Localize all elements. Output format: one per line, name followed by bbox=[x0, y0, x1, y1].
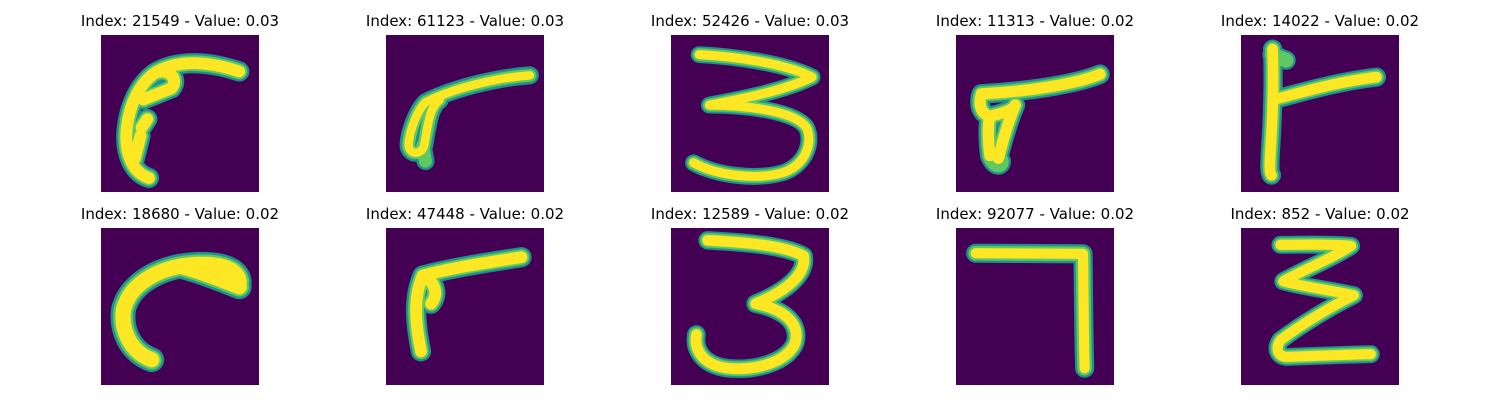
digit-image bbox=[671, 35, 829, 192]
digit-stroke bbox=[1260, 39, 1387, 185]
image-panel: Index: 852 - Value: 0.02 bbox=[1210, 193, 1430, 385]
digit-image bbox=[386, 35, 544, 192]
image-panel: Index: 12589 - Value: 0.02 bbox=[640, 193, 860, 385]
panel-title: Index: 12589 - Value: 0.02 bbox=[650, 205, 850, 223]
digit-image bbox=[1241, 35, 1399, 192]
panel-title: Index: 852 - Value: 0.02 bbox=[1230, 205, 1410, 223]
digit-image bbox=[956, 35, 1114, 192]
digit-image bbox=[671, 228, 829, 385]
image-panel: Index: 61123 - Value: 0.03 bbox=[355, 0, 575, 192]
digit-stroke bbox=[966, 243, 1095, 378]
digit-image bbox=[1241, 228, 1399, 385]
digit-stroke bbox=[1268, 235, 1380, 366]
image-panel: Index: 21549 - Value: 0.03 bbox=[70, 0, 290, 192]
digit-stroke bbox=[686, 231, 814, 378]
image-panel: Index: 52426 - Value: 0.03 bbox=[640, 0, 860, 192]
digit-stroke bbox=[399, 66, 539, 171]
panel-title: Index: 18680 - Value: 0.02 bbox=[80, 205, 280, 223]
digit-stroke bbox=[110, 251, 252, 373]
panel-title: Index: 47448 - Value: 0.02 bbox=[365, 205, 565, 223]
image-panel: Index: 11313 - Value: 0.02 bbox=[925, 0, 1145, 192]
image-panel: Index: 18680 - Value: 0.02 bbox=[70, 193, 290, 385]
digit-image bbox=[101, 35, 259, 192]
digit-stroke bbox=[116, 53, 250, 189]
panel-title: Index: 52426 - Value: 0.03 bbox=[650, 12, 850, 30]
panel-title: Index: 61123 - Value: 0.03 bbox=[365, 12, 565, 30]
panel-title: Index: 14022 - Value: 0.02 bbox=[1220, 12, 1420, 30]
panel-title: Index: 11313 - Value: 0.02 bbox=[935, 12, 1135, 30]
digit-stroke bbox=[405, 247, 532, 362]
image-panel: Index: 14022 - Value: 0.02 bbox=[1210, 0, 1430, 192]
digit-stroke bbox=[685, 46, 821, 185]
panel-title: Index: 92077 - Value: 0.02 bbox=[935, 205, 1135, 223]
image-panel: Index: 47448 - Value: 0.02 bbox=[355, 193, 575, 385]
digit-image bbox=[101, 228, 259, 385]
panel-title: Index: 21549 - Value: 0.03 bbox=[80, 12, 280, 30]
image-panel: Index: 92077 - Value: 0.02 bbox=[925, 193, 1145, 385]
digit-stroke bbox=[970, 64, 1110, 175]
digit-image bbox=[386, 228, 544, 385]
digit-image bbox=[956, 228, 1114, 385]
